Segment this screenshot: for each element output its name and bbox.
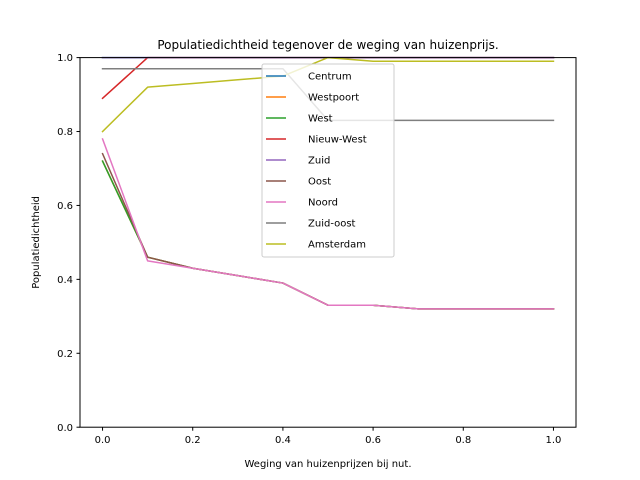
legend-label-zuid: Zuid — [308, 156, 330, 167]
legend-label-westpoort: Westpoort — [308, 93, 359, 104]
legend-label-oost: Oost — [308, 177, 331, 188]
x-axis-ticks: 0.0 0.2 0.4 0.6 0.8 1.0 — [95, 427, 562, 446]
legend-label-nieuw-west: Nieuw-West — [308, 135, 367, 146]
y-axis-ticks: 0.0 0.2 0.4 0.6 0.8 1.0 — [57, 53, 80, 434]
x-tick-label: 0.6 — [365, 435, 381, 446]
x-tick-label: 0.2 — [185, 435, 201, 446]
series-line-noord — [101, 137, 555, 310]
y-tick-label: 0.6 — [57, 201, 73, 212]
legend-box — [261, 63, 395, 258]
y-tick-label: 0.2 — [57, 349, 73, 360]
x-tick-label: 0.4 — [275, 435, 291, 446]
legend-label-zuid-oost: Zuid-oost — [308, 219, 356, 230]
y-tick-label: 0.4 — [57, 275, 73, 286]
x-tick-label: 0.0 — [95, 435, 111, 446]
legend-label-amsterdam: Amsterdam — [308, 240, 366, 251]
y-tick-label: 1.0 — [57, 53, 73, 64]
x-tick-label: 1.0 — [546, 435, 562, 446]
legend-label-west: West — [308, 114, 333, 125]
y-tick-label: 0.0 — [57, 423, 73, 434]
legend-items: Centrum Westpoort West Nieuw-West Zuid Oost No… — [266, 72, 367, 251]
plot-frame — [79, 57, 577, 428]
legend-label-noord: Noord — [308, 198, 338, 209]
legend: Centrum Westpoort West Nieuw-West Zuid Oost No… — [261, 63, 395, 258]
x-tick-label: 0.8 — [455, 435, 471, 446]
chart-title: Populatiedichtheid tegenover de weging v… — [157, 38, 498, 52]
legend-label-centrum: Centrum — [308, 72, 352, 83]
y-tick-label: 0.8 — [57, 127, 73, 138]
x-axis-label: Weging van huizenprijzen bij nut. — [245, 459, 412, 470]
y-axis-label: Populatiedichtheid — [31, 196, 42, 289]
axes-layer — [79, 57, 577, 428]
